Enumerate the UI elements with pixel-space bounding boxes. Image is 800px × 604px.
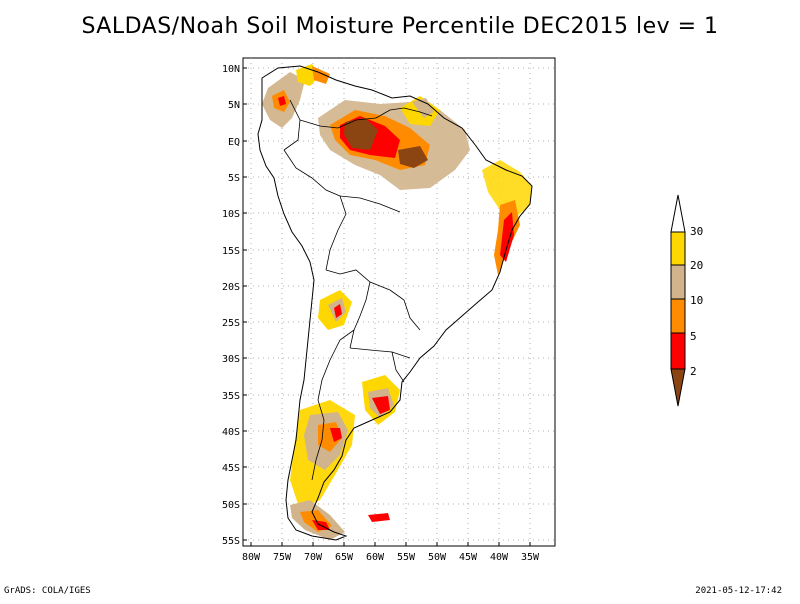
legend-swatch-10-20 (670, 264, 686, 300)
lat-label: 30S (222, 354, 240, 365)
shade-region (368, 513, 390, 522)
lat-label: 25S (222, 318, 240, 329)
lat-label: 15S (222, 246, 240, 257)
axis-ticks (243, 67, 531, 546)
lat-label: 50S (222, 500, 240, 511)
lat-label: 55S (222, 536, 240, 547)
continent-outline (257, 65, 533, 541)
shade-region (312, 66, 330, 84)
legend-tick-label: 30 (690, 225, 703, 238)
lon-label: 75W (273, 552, 292, 563)
longitude-labels: 80W 75W 70W 65W 60W 55W 50W 45W 40W 35W (242, 552, 540, 563)
lon-label: 55W (397, 552, 416, 563)
legend-tick-label: 2 (690, 365, 697, 378)
legend-swatch-2-5 (670, 332, 686, 370)
shade-region (330, 428, 342, 442)
legend-tick-label: 5 (690, 330, 697, 343)
percentile-shading (262, 64, 532, 540)
shade-region (372, 396, 390, 414)
legend-swatch-below2 (670, 368, 686, 407)
lat-label: 40S (222, 427, 240, 438)
lon-label: 70W (304, 552, 323, 563)
lat-label: 45S (222, 463, 240, 474)
footer-credit: GrADS: COLA/IGES (4, 586, 91, 596)
legend-tick-label: 10 (690, 294, 703, 307)
shade-region (334, 304, 342, 318)
lon-label: 50W (428, 552, 447, 563)
shade-region (344, 118, 378, 150)
lat-label: 10S (222, 209, 240, 220)
lon-label: 60W (366, 552, 385, 563)
country-borders (283, 99, 433, 481)
lat-label: 5N (228, 100, 240, 111)
legend-swatch-20-30 (670, 231, 686, 266)
shade-region (500, 212, 514, 262)
lat-label: 10N (222, 64, 240, 75)
legend-tick-label: 20 (690, 259, 703, 272)
legend-swatch-5-10 (670, 298, 686, 334)
shade-region (278, 96, 286, 106)
legend-labels: 30 20 10 5 2 (690, 225, 703, 378)
latitude-labels: 10N 5N EQ 5S 10S 15S 20S 25S 30S 35S 40S… (222, 64, 240, 547)
lat-label: EQ (228, 137, 240, 148)
shade-region (412, 98, 434, 118)
shade-region (398, 146, 428, 168)
lon-label: 80W (242, 552, 261, 563)
lon-label: 40W (490, 552, 509, 563)
lon-label: 65W (335, 552, 354, 563)
legend-swatch-above30 (670, 194, 686, 233)
lat-label: 35S (222, 391, 240, 402)
lat-label: 5S (228, 173, 240, 184)
footer-timestamp: 2021-05-12-17:42 (695, 586, 782, 596)
lat-label: 20S (222, 282, 240, 293)
legend-colorbar (670, 194, 686, 407)
map-title: SALDAS/Noah Soil Moisture Percentile DEC… (81, 14, 719, 39)
lon-label: 45W (459, 552, 478, 563)
shade-region (482, 160, 532, 218)
lon-label: 35W (521, 552, 540, 563)
